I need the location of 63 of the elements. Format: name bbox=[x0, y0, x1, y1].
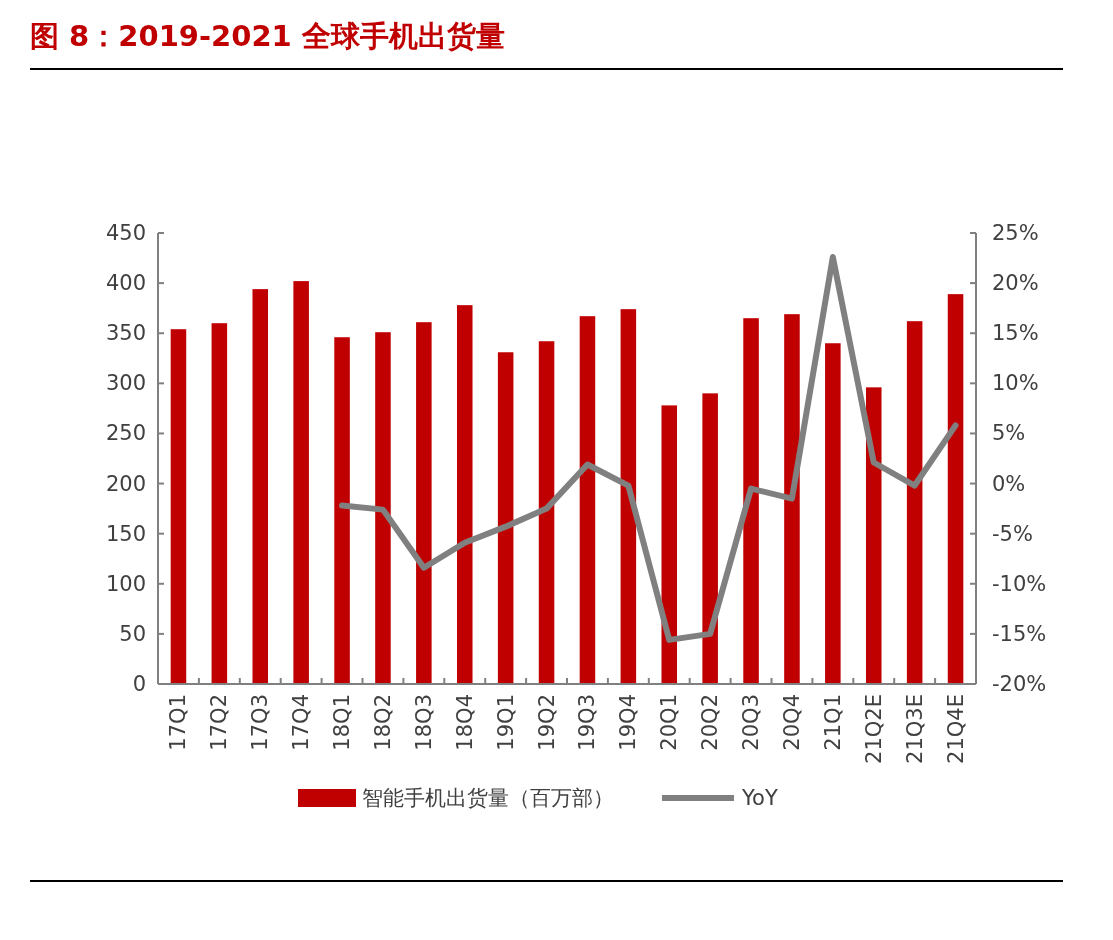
chart-title: 图 8：2019-2021 全球手机出货量 bbox=[30, 19, 505, 53]
x-tick-label: 18Q3 bbox=[411, 694, 436, 751]
x-tick-label: 20Q4 bbox=[779, 694, 804, 751]
y2-tick-label: -20% bbox=[992, 672, 1047, 696]
y2-tick-label: 10% bbox=[992, 371, 1039, 396]
bar bbox=[211, 323, 228, 684]
x-tick-label: 21Q1 bbox=[820, 694, 845, 751]
y2-tick-label: -5% bbox=[992, 521, 1033, 546]
bar bbox=[620, 309, 637, 684]
bar bbox=[170, 329, 187, 684]
y2-tick-label: -15% bbox=[992, 621, 1047, 646]
y-tick-label: 50 bbox=[119, 621, 146, 646]
y-tick-label: 350 bbox=[105, 321, 146, 346]
bar bbox=[579, 316, 596, 684]
y-tick-label: 450 bbox=[105, 221, 146, 245]
x-tick-label: 19Q1 bbox=[493, 694, 518, 751]
x-tick-label: 17Q3 bbox=[248, 694, 273, 751]
x-tick-label: 21Q2E bbox=[861, 694, 886, 764]
bar bbox=[947, 294, 964, 684]
y-tick-label: 0 bbox=[132, 672, 146, 696]
x-tick-label: 20Q3 bbox=[739, 694, 764, 751]
y-tick-label: 100 bbox=[105, 571, 146, 596]
bar bbox=[456, 305, 473, 684]
bar bbox=[497, 352, 514, 684]
bar bbox=[416, 322, 432, 684]
bar bbox=[784, 314, 800, 684]
y2-tick-label: -10% bbox=[992, 571, 1047, 596]
bar bbox=[661, 405, 678, 684]
y-tick-label: 200 bbox=[105, 471, 146, 496]
x-tick-label: 19Q3 bbox=[575, 694, 600, 751]
bar bbox=[865, 387, 882, 684]
x-tick-label: 20Q2 bbox=[698, 694, 723, 751]
y-tick-label: 150 bbox=[105, 521, 146, 546]
bar bbox=[293, 281, 309, 684]
bar bbox=[538, 341, 555, 684]
bar bbox=[375, 332, 391, 684]
x-tick-label: 18Q2 bbox=[370, 694, 395, 751]
y2-tick-label: 15% bbox=[992, 321, 1039, 346]
x-tick-label: 19Q2 bbox=[534, 694, 559, 751]
legend-label: 智能手机出货量（百万部） bbox=[362, 786, 614, 810]
bar bbox=[252, 289, 269, 684]
bar bbox=[906, 321, 923, 684]
y2-tick-label: 5% bbox=[992, 421, 1026, 446]
x-tick-label: 18Q4 bbox=[452, 694, 477, 751]
bar bbox=[702, 393, 718, 684]
x-tick-label: 17Q4 bbox=[289, 694, 314, 751]
x-tick-label: 17Q2 bbox=[207, 694, 232, 751]
bar bbox=[825, 343, 841, 684]
y-tick-label: 400 bbox=[105, 271, 146, 296]
x-tick-label: 17Q1 bbox=[166, 694, 191, 751]
y-tick-label: 300 bbox=[105, 371, 146, 396]
y2-tick-label: 0% bbox=[992, 471, 1026, 496]
bar bbox=[743, 318, 759, 684]
x-tick-label: 18Q1 bbox=[330, 694, 355, 751]
legend-label: YoY bbox=[741, 786, 778, 810]
bar bbox=[334, 337, 350, 684]
y2-tick-label: 25% bbox=[992, 221, 1039, 245]
x-tick-label: 20Q1 bbox=[657, 694, 682, 751]
y2-tick-label: 20% bbox=[992, 271, 1039, 296]
x-tick-label: 21Q4E bbox=[943, 694, 968, 764]
x-tick-label: 19Q4 bbox=[616, 694, 641, 751]
y-tick-label: 250 bbox=[105, 421, 146, 446]
x-tick-label: 21Q3E bbox=[902, 694, 927, 764]
